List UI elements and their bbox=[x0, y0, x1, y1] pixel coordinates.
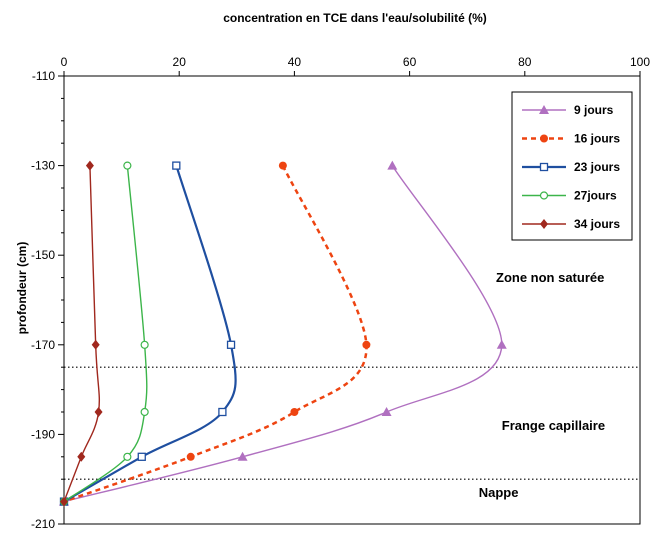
data-point bbox=[60, 496, 68, 507]
data-point bbox=[94, 407, 103, 417]
legend-label: 27jours bbox=[574, 189, 617, 203]
data-point bbox=[218, 407, 227, 417]
y-axis: -110 -130 -150 -170 -190 -210 bbox=[31, 69, 64, 531]
legend-marker bbox=[539, 191, 549, 200]
data-point bbox=[278, 161, 287, 170]
annotation-label: Zone non saturée bbox=[496, 270, 604, 285]
data-point bbox=[362, 340, 371, 349]
data-point bbox=[137, 452, 146, 461]
data-point bbox=[123, 161, 132, 170]
reference-lines bbox=[64, 366, 640, 480]
x-tick-label: 20 bbox=[173, 55, 187, 69]
data-point bbox=[496, 339, 507, 349]
series-4 bbox=[60, 160, 103, 507]
legend-marker bbox=[539, 105, 549, 114]
legend-label: 9 jours bbox=[574, 103, 614, 117]
y-tick-label: -110 bbox=[32, 69, 55, 83]
y-tick-label: -150 bbox=[31, 248, 55, 262]
data-point bbox=[77, 451, 86, 462]
legend-label: 23 jours bbox=[574, 160, 620, 174]
x-tick-label: 0 bbox=[61, 55, 68, 69]
x-tick-label: 100 bbox=[630, 55, 650, 69]
series-line bbox=[63, 165, 101, 502]
x-axis: 0 20 40 60 80 100 bbox=[61, 55, 650, 76]
data-point bbox=[186, 452, 195, 461]
data-point bbox=[91, 339, 100, 350]
legend-marker bbox=[540, 134, 548, 143]
legend-label: 16 jours bbox=[574, 132, 620, 146]
data-point bbox=[172, 161, 181, 170]
chart-title: concentration en TCE dans l'eau/solubili… bbox=[223, 11, 487, 25]
legend-label: 34 jours bbox=[574, 217, 620, 231]
x-tick-label: 60 bbox=[403, 55, 417, 69]
y-tick-label: -170 bbox=[31, 338, 55, 352]
series-line bbox=[63, 165, 148, 503]
data-point bbox=[140, 407, 149, 417]
series-layer bbox=[59, 160, 507, 507]
x-tick-label: 40 bbox=[288, 55, 302, 69]
data-point bbox=[387, 160, 398, 170]
data-point bbox=[226, 340, 236, 349]
data-point bbox=[381, 407, 392, 416]
y-axis-title: profondeur (cm) bbox=[15, 242, 29, 335]
data-point bbox=[290, 408, 299, 416]
data-point bbox=[123, 452, 132, 461]
data-point bbox=[237, 451, 248, 461]
y-tick-label: -190 bbox=[31, 427, 55, 441]
y-tick-label: -130 bbox=[31, 159, 55, 173]
x-tick-label: 80 bbox=[518, 55, 532, 69]
legend: 9 jours 16 jours 23 jours 27jours 34 jours bbox=[511, 91, 633, 241]
annotation-label: Nappe bbox=[479, 485, 519, 500]
data-point bbox=[140, 340, 149, 349]
data-point bbox=[85, 160, 94, 171]
annotation-label: Frange capillaire bbox=[502, 418, 605, 433]
legend-marker bbox=[539, 162, 549, 172]
legend-marker bbox=[540, 219, 548, 229]
annotations: Zone non saturée Frange capillaire Nappe bbox=[479, 270, 605, 500]
y-tick-label: -210 bbox=[31, 517, 55, 531]
